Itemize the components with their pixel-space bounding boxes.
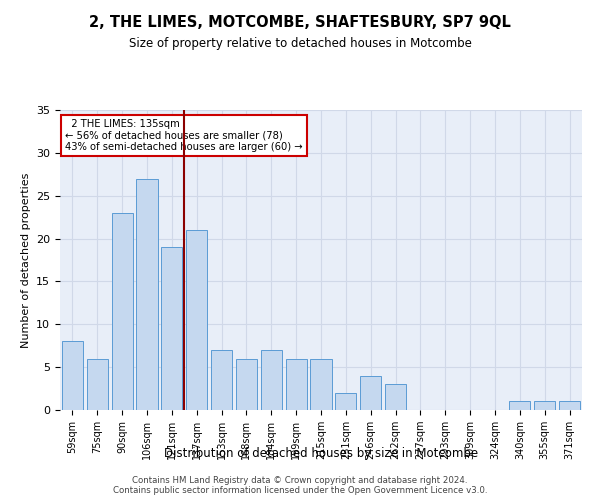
Text: Size of property relative to detached houses in Motcombe: Size of property relative to detached ho…: [128, 38, 472, 51]
Y-axis label: Number of detached properties: Number of detached properties: [20, 172, 31, 348]
Bar: [112, 213, 133, 410]
Bar: [186, 230, 207, 410]
Bar: [360, 376, 381, 410]
Bar: [286, 358, 307, 410]
Bar: [509, 402, 530, 410]
Bar: [385, 384, 406, 410]
Bar: [559, 402, 580, 410]
Text: 2, THE LIMES, MOTCOMBE, SHAFTESBURY, SP7 9QL: 2, THE LIMES, MOTCOMBE, SHAFTESBURY, SP7…: [89, 15, 511, 30]
Text: 2 THE LIMES: 135sqm
← 56% of detached houses are smaller (78)
43% of semi-detach: 2 THE LIMES: 135sqm ← 56% of detached ho…: [65, 119, 303, 152]
Bar: [534, 402, 555, 410]
Bar: [87, 358, 108, 410]
Bar: [335, 393, 356, 410]
Bar: [261, 350, 282, 410]
Bar: [236, 358, 257, 410]
Bar: [310, 358, 332, 410]
Text: Contains HM Land Registry data © Crown copyright and database right 2024.: Contains HM Land Registry data © Crown c…: [132, 476, 468, 485]
Text: Distribution of detached houses by size in Motcombe: Distribution of detached houses by size …: [164, 448, 478, 460]
Text: Contains public sector information licensed under the Open Government Licence v3: Contains public sector information licen…: [113, 486, 487, 495]
Bar: [62, 342, 83, 410]
Bar: [211, 350, 232, 410]
Bar: [161, 247, 182, 410]
Bar: [136, 178, 158, 410]
